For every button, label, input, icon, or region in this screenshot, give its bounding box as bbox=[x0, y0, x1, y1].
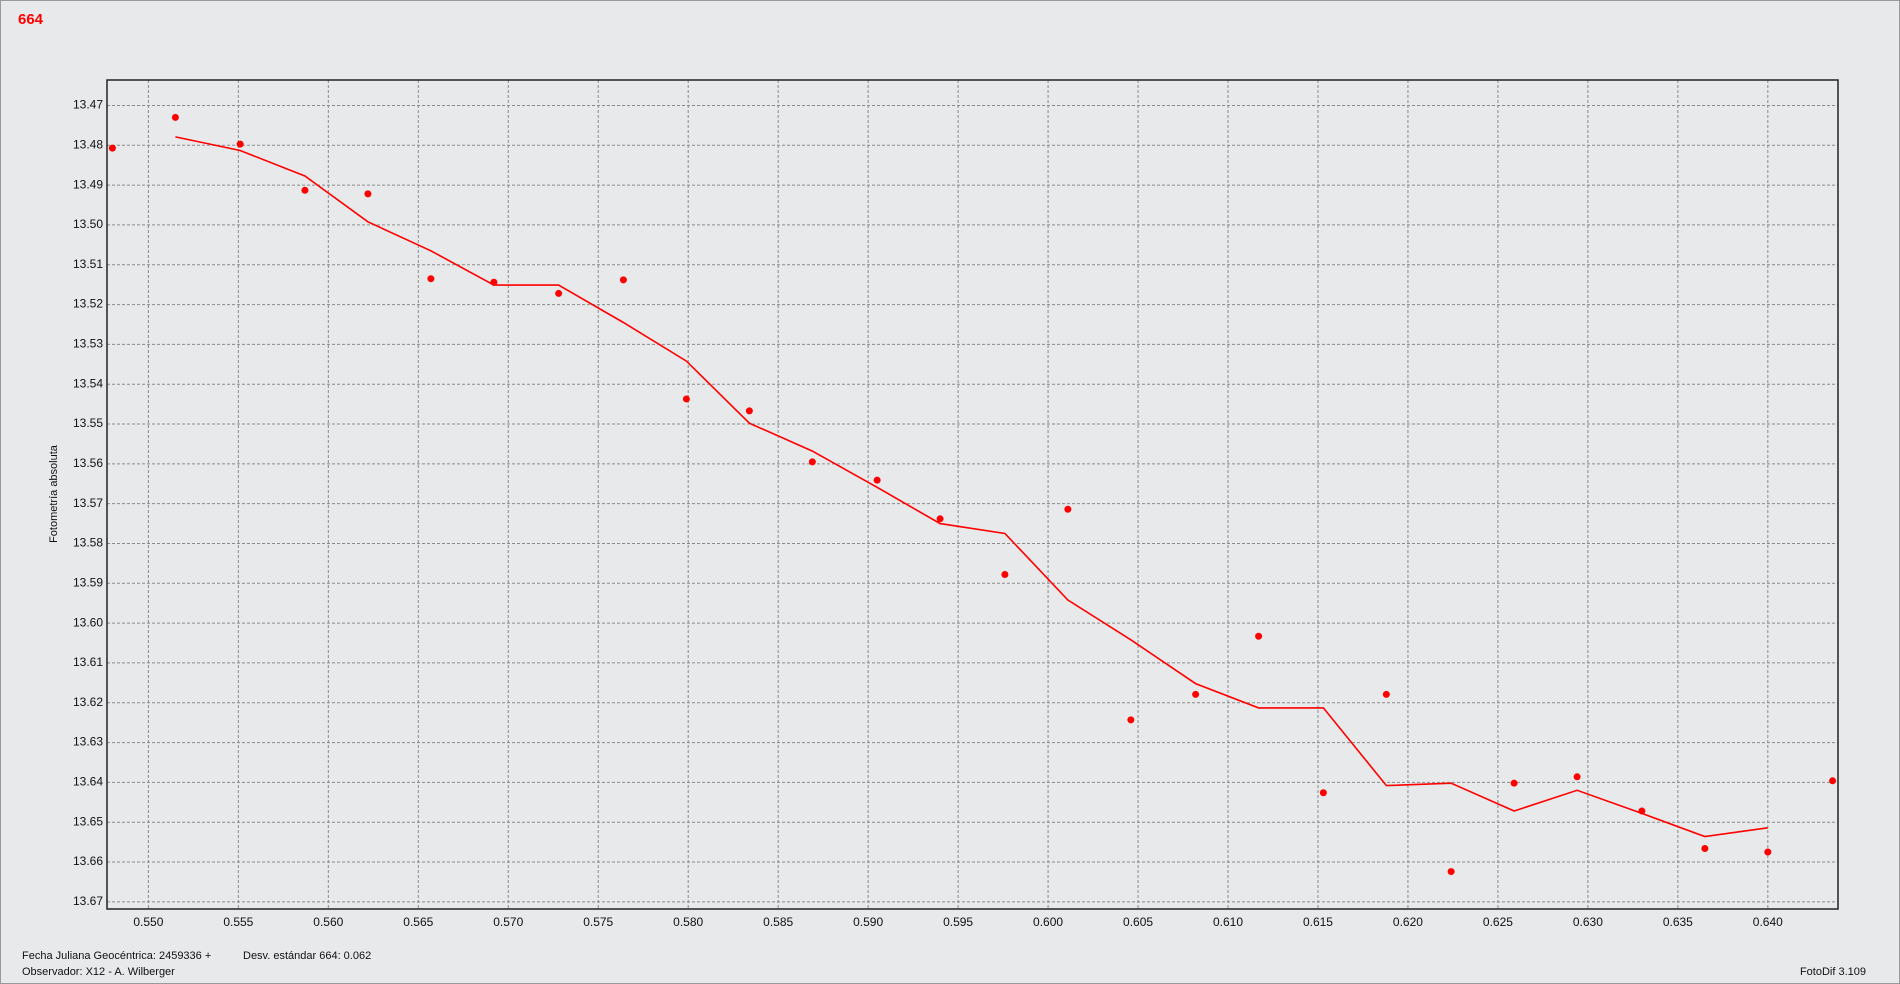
y-tick-label: 13.59 bbox=[73, 575, 103, 589]
x-tick-label: 0.625 bbox=[1483, 915, 1513, 929]
data-point bbox=[364, 190, 372, 198]
y-tick-label: 13.66 bbox=[73, 854, 103, 868]
data-point bbox=[682, 395, 690, 403]
y-tick-label: 13.67 bbox=[73, 894, 103, 908]
y-tick-label: 13.53 bbox=[73, 337, 103, 351]
data-point bbox=[236, 140, 244, 148]
x-tick-label: 0.580 bbox=[673, 915, 703, 929]
x-tick-label: 0.605 bbox=[1123, 915, 1153, 929]
x-tick-label: 0.620 bbox=[1393, 915, 1423, 929]
y-axis-label: Fotometría absoluta bbox=[48, 444, 60, 543]
data-point bbox=[936, 515, 944, 523]
y-tick-label: 13.52 bbox=[73, 297, 103, 311]
y-tick-label: 13.61 bbox=[73, 655, 103, 669]
data-point bbox=[808, 458, 816, 466]
x-tick-label: 0.550 bbox=[133, 915, 163, 929]
y-tick-label: 13.60 bbox=[73, 615, 103, 629]
y-tick-label: 13.55 bbox=[73, 416, 103, 430]
y-tick-label: 13.49 bbox=[73, 177, 103, 191]
data-point bbox=[1764, 848, 1772, 856]
x-tick-label: 0.555 bbox=[223, 915, 253, 929]
y-tick-label: 13.48 bbox=[73, 137, 103, 151]
data-point bbox=[1001, 571, 1009, 579]
y-tick-label: 13.56 bbox=[73, 456, 103, 470]
data-point bbox=[555, 289, 563, 297]
x-tick-label: 0.610 bbox=[1213, 915, 1243, 929]
footer-text: Desv. estándar 664: 0.062 bbox=[243, 950, 371, 962]
y-tick-label: 13.62 bbox=[73, 695, 103, 709]
y-tick-label: 13.51 bbox=[73, 257, 103, 271]
x-tick-label: 0.575 bbox=[583, 915, 613, 929]
x-tick-label: 0.585 bbox=[763, 915, 793, 929]
data-point bbox=[1382, 690, 1390, 698]
footer-text: FotoDif 3.109 bbox=[1800, 966, 1866, 978]
data-point bbox=[108, 144, 116, 152]
data-point bbox=[873, 476, 881, 484]
y-tick-label: 13.65 bbox=[73, 814, 103, 828]
x-tick-label: 0.640 bbox=[1753, 915, 1783, 929]
data-point bbox=[1255, 632, 1263, 640]
data-point bbox=[745, 407, 753, 415]
y-tick-label: 13.63 bbox=[73, 735, 103, 749]
plot-border bbox=[106, 79, 1839, 910]
x-tick-label: 0.600 bbox=[1033, 915, 1063, 929]
data-point bbox=[1064, 505, 1072, 513]
data-point bbox=[1319, 789, 1327, 797]
data-point bbox=[1127, 716, 1135, 724]
x-tick-label: 0.595 bbox=[943, 915, 973, 929]
y-tick-label: 13.64 bbox=[73, 775, 103, 789]
footer-text: Observador: X12 - A. Wilberger bbox=[22, 966, 175, 978]
footer-text: Fecha Juliana Geocéntrica: 2459336 + bbox=[22, 950, 211, 962]
x-tick-label: 0.590 bbox=[853, 915, 883, 929]
y-tick-label: 13.47 bbox=[73, 98, 103, 112]
data-point bbox=[619, 276, 627, 284]
data-point bbox=[1829, 777, 1837, 785]
x-tick-label: 0.560 bbox=[313, 915, 343, 929]
y-tick-label: 13.54 bbox=[73, 376, 103, 390]
data-point bbox=[1510, 779, 1518, 787]
data-point bbox=[1573, 773, 1581, 781]
x-tick-label: 0.565 bbox=[403, 915, 433, 929]
y-tick-label: 13.58 bbox=[73, 536, 103, 550]
data-point bbox=[1701, 844, 1709, 852]
trend-line bbox=[175, 136, 1768, 838]
data-point bbox=[171, 113, 179, 121]
x-tick-label: 0.635 bbox=[1663, 915, 1693, 929]
data-point bbox=[1447, 868, 1455, 876]
data-point bbox=[427, 275, 435, 283]
chart-title: 664 bbox=[18, 11, 44, 28]
y-tick-label: 13.57 bbox=[73, 496, 103, 510]
x-tick-label: 0.570 bbox=[493, 915, 523, 929]
x-tick-label: 0.615 bbox=[1303, 915, 1333, 929]
x-tick-label: 0.630 bbox=[1573, 915, 1603, 929]
y-tick-label: 13.50 bbox=[73, 217, 103, 231]
data-point bbox=[301, 186, 309, 194]
data-point bbox=[1192, 690, 1200, 698]
